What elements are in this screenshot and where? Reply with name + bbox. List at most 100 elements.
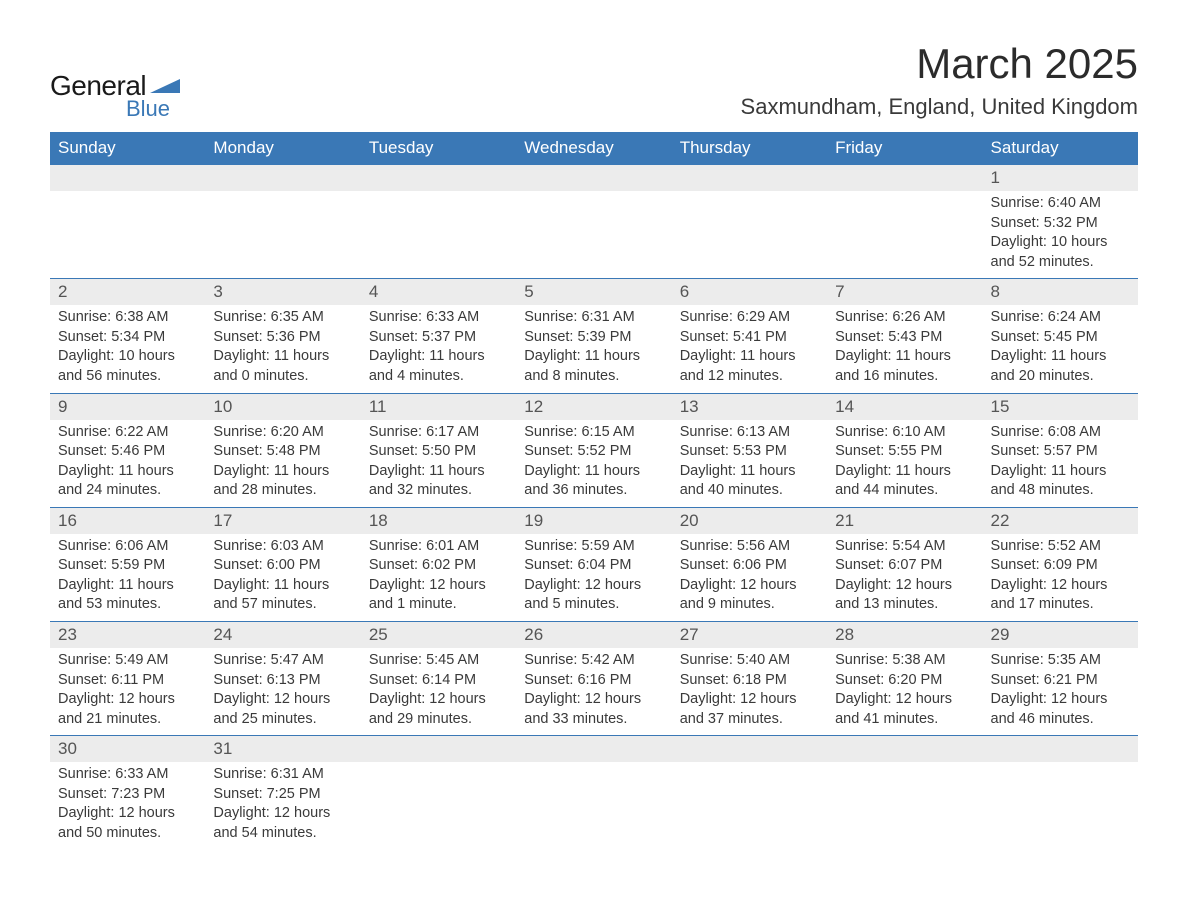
day-info: Sunrise: 6:31 AMSunset: 7:25 PMDaylight:…: [205, 762, 360, 849]
day-number: [205, 165, 360, 192]
day-number: [516, 736, 671, 763]
title-block: March 2025 Saxmundham, England, United K…: [741, 40, 1138, 120]
daynum-row: 9101112131415: [50, 393, 1138, 420]
day-info: Sunrise: 6:06 AMSunset: 5:59 PMDaylight:…: [50, 534, 205, 622]
day-number: 19: [516, 507, 671, 534]
info-row: Sunrise: 5:49 AMSunset: 6:11 PMDaylight:…: [50, 648, 1138, 736]
day-number: [516, 165, 671, 192]
daynum-row: 3031: [50, 736, 1138, 763]
daylight-text: Daylight: 12 hours and 41 minutes.: [835, 690, 974, 729]
daynum-row: 23242526272829: [50, 622, 1138, 649]
sunrise-text: Sunrise: 6:35 AM: [213, 308, 352, 328]
day-info: [827, 191, 982, 279]
day-info: Sunrise: 6:17 AMSunset: 5:50 PMDaylight:…: [361, 420, 516, 508]
sunset-text: Sunset: 6:20 PM: [835, 671, 974, 691]
day-info: [516, 191, 671, 279]
day-number: [361, 736, 516, 763]
daylight-text: Daylight: 11 hours and 4 minutes.: [369, 347, 508, 386]
day-info: Sunrise: 6:24 AMSunset: 5:45 PMDaylight:…: [983, 305, 1138, 393]
day-number: 18: [361, 507, 516, 534]
day-number: [672, 736, 827, 763]
sunrise-text: Sunrise: 6:15 AM: [524, 423, 663, 443]
day-info: Sunrise: 5:35 AMSunset: 6:21 PMDaylight:…: [983, 648, 1138, 736]
day-info: Sunrise: 5:54 AMSunset: 6:07 PMDaylight:…: [827, 534, 982, 622]
day-number: 4: [361, 279, 516, 306]
info-row: Sunrise: 6:40 AMSunset: 5:32 PMDaylight:…: [50, 191, 1138, 279]
daylight-text: Daylight: 12 hours and 50 minutes.: [58, 804, 197, 843]
day-number: 2: [50, 279, 205, 306]
day-number: 27: [672, 622, 827, 649]
sunrise-text: Sunrise: 5:59 AM: [524, 537, 663, 557]
sunset-text: Sunset: 6:21 PM: [991, 671, 1130, 691]
sunrise-text: Sunrise: 5:42 AM: [524, 651, 663, 671]
sunrise-text: Sunrise: 5:35 AM: [991, 651, 1130, 671]
daylight-text: Daylight: 11 hours and 12 minutes.: [680, 347, 819, 386]
info-row: Sunrise: 6:22 AMSunset: 5:46 PMDaylight:…: [50, 420, 1138, 508]
sunrise-text: Sunrise: 6:20 AM: [213, 423, 352, 443]
location-label: Saxmundham, England, United Kingdom: [741, 94, 1138, 120]
col-tuesday: Tuesday: [361, 132, 516, 165]
daylight-text: Daylight: 12 hours and 46 minutes.: [991, 690, 1130, 729]
day-number: 9: [50, 393, 205, 420]
sunrise-text: Sunrise: 6:01 AM: [369, 537, 508, 557]
day-info: Sunrise: 6:01 AMSunset: 6:02 PMDaylight:…: [361, 534, 516, 622]
daylight-text: Daylight: 12 hours and 37 minutes.: [680, 690, 819, 729]
day-info: Sunrise: 5:56 AMSunset: 6:06 PMDaylight:…: [672, 534, 827, 622]
day-number: 22: [983, 507, 1138, 534]
daylight-text: Daylight: 11 hours and 44 minutes.: [835, 462, 974, 501]
sunrise-text: Sunrise: 5:47 AM: [213, 651, 352, 671]
daylight-text: Daylight: 11 hours and 32 minutes.: [369, 462, 508, 501]
day-number: 24: [205, 622, 360, 649]
sunrise-text: Sunrise: 5:52 AM: [991, 537, 1130, 557]
day-number: 5: [516, 279, 671, 306]
sunrise-text: Sunrise: 5:45 AM: [369, 651, 508, 671]
sunrise-text: Sunrise: 6:33 AM: [58, 765, 197, 785]
sunset-text: Sunset: 5:45 PM: [991, 328, 1130, 348]
sunset-text: Sunset: 6:09 PM: [991, 556, 1130, 576]
day-info: Sunrise: 5:49 AMSunset: 6:11 PMDaylight:…: [50, 648, 205, 736]
daylight-text: Daylight: 11 hours and 48 minutes.: [991, 462, 1130, 501]
sunset-text: Sunset: 5:41 PM: [680, 328, 819, 348]
day-number: 28: [827, 622, 982, 649]
sunrise-text: Sunrise: 6:24 AM: [991, 308, 1130, 328]
day-info: Sunrise: 6:26 AMSunset: 5:43 PMDaylight:…: [827, 305, 982, 393]
day-info: Sunrise: 6:22 AMSunset: 5:46 PMDaylight:…: [50, 420, 205, 508]
day-info: Sunrise: 5:59 AMSunset: 6:04 PMDaylight:…: [516, 534, 671, 622]
day-info: [827, 762, 982, 849]
day-info: Sunrise: 6:13 AMSunset: 5:53 PMDaylight:…: [672, 420, 827, 508]
sunrise-text: Sunrise: 5:49 AM: [58, 651, 197, 671]
logo: General Blue: [50, 70, 180, 122]
daylight-text: Daylight: 11 hours and 57 minutes.: [213, 576, 352, 615]
sunrise-text: Sunrise: 6:26 AM: [835, 308, 974, 328]
sunset-text: Sunset: 6:02 PM: [369, 556, 508, 576]
sunrise-text: Sunrise: 5:54 AM: [835, 537, 974, 557]
sunset-text: Sunset: 5:52 PM: [524, 442, 663, 462]
day-info: Sunrise: 6:03 AMSunset: 6:00 PMDaylight:…: [205, 534, 360, 622]
daynum-row: 2345678: [50, 279, 1138, 306]
sunset-text: Sunset: 5:48 PM: [213, 442, 352, 462]
sunrise-text: Sunrise: 6:13 AM: [680, 423, 819, 443]
col-saturday: Saturday: [983, 132, 1138, 165]
sunset-text: Sunset: 5:36 PM: [213, 328, 352, 348]
day-info: Sunrise: 5:40 AMSunset: 6:18 PMDaylight:…: [672, 648, 827, 736]
sunset-text: Sunset: 7:23 PM: [58, 785, 197, 805]
sunrise-text: Sunrise: 6:31 AM: [213, 765, 352, 785]
sunrise-text: Sunrise: 6:10 AM: [835, 423, 974, 443]
day-number: 29: [983, 622, 1138, 649]
day-number: [361, 165, 516, 192]
sunset-text: Sunset: 7:25 PM: [213, 785, 352, 805]
sunset-text: Sunset: 5:46 PM: [58, 442, 197, 462]
day-number: 8: [983, 279, 1138, 306]
daylight-text: Daylight: 11 hours and 36 minutes.: [524, 462, 663, 501]
header: General Blue March 2025 Saxmundham, Engl…: [50, 40, 1138, 122]
daylight-text: Daylight: 11 hours and 0 minutes.: [213, 347, 352, 386]
day-number: 21: [827, 507, 982, 534]
daylight-text: Daylight: 11 hours and 16 minutes.: [835, 347, 974, 386]
day-info: [672, 762, 827, 849]
daylight-text: Daylight: 11 hours and 40 minutes.: [680, 462, 819, 501]
day-info: Sunrise: 6:10 AMSunset: 5:55 PMDaylight:…: [827, 420, 982, 508]
day-info: Sunrise: 6:15 AMSunset: 5:52 PMDaylight:…: [516, 420, 671, 508]
day-info: Sunrise: 5:45 AMSunset: 6:14 PMDaylight:…: [361, 648, 516, 736]
sunset-text: Sunset: 5:53 PM: [680, 442, 819, 462]
day-info: Sunrise: 6:33 AMSunset: 5:37 PMDaylight:…: [361, 305, 516, 393]
